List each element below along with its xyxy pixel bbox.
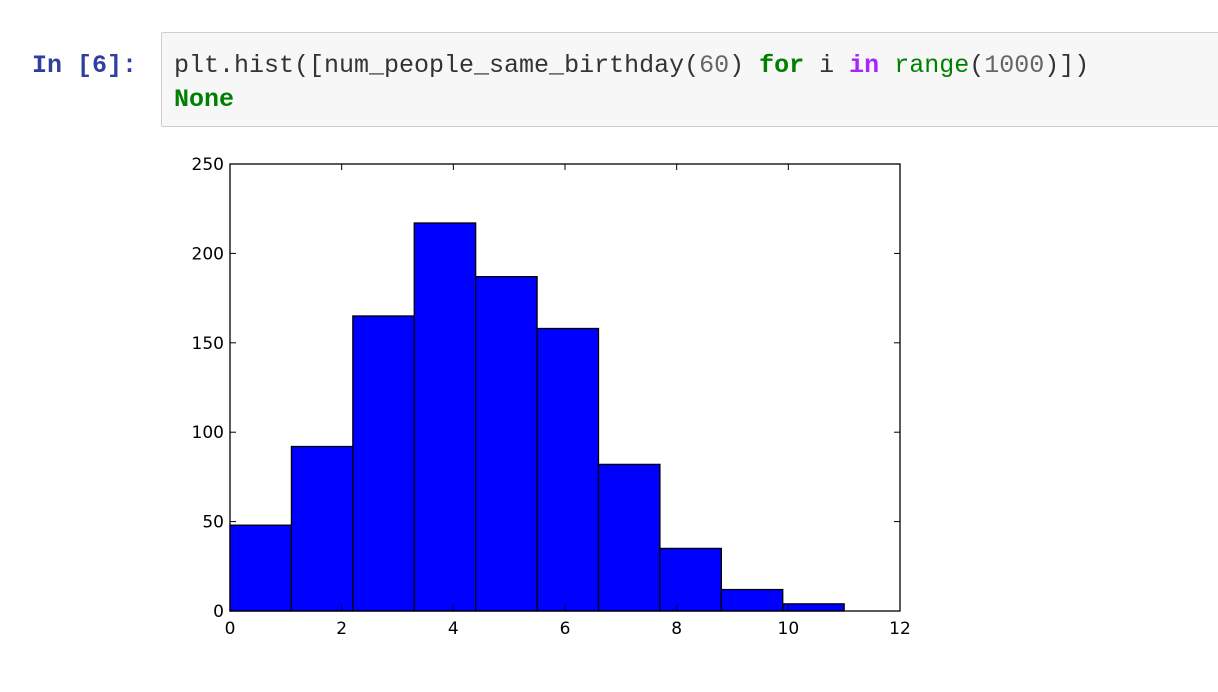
code-token: in — [849, 51, 880, 80]
code-token: )]) — [1044, 51, 1090, 80]
code-token: 1000 — [984, 51, 1045, 80]
code-token: ) — [729, 51, 760, 80]
x-tick-label: 8 — [671, 619, 682, 639]
x-tick-label: 10 — [778, 619, 800, 639]
y-tick-label: 100 — [192, 423, 224, 443]
y-tick-label: 250 — [192, 155, 224, 175]
y-tick-label: 50 — [202, 513, 224, 533]
code-token: i — [804, 51, 850, 80]
ticks-group: 0 2 4 6 8 10 12 0 50 100 150 200 250 — [192, 155, 911, 639]
x-tick-label: 4 — [448, 619, 459, 639]
code-token: for — [759, 51, 805, 80]
histogram-bar — [597, 463, 661, 612]
code-line-2: None — [174, 85, 235, 114]
histogram-bar — [720, 588, 784, 612]
histogram-bar — [352, 315, 415, 612]
histogram-bar — [536, 327, 600, 612]
histogram-bar — [659, 547, 722, 612]
x-tick-label: 6 — [560, 619, 571, 639]
histogram-chart: 0 2 4 6 8 10 12 0 50 100 150 200 250 — [192, 155, 911, 639]
x-tick-label: 0 — [225, 619, 236, 639]
y-tick-label: 0 — [213, 602, 224, 622]
histogram-bar — [475, 275, 538, 612]
y-tick-label: 200 — [192, 244, 224, 264]
histogram-bar — [229, 524, 293, 612]
code-line-1: plt.hist([num_people_same_birthday(60) f… — [174, 51, 1089, 80]
cell-output: 0 2 4 6 8 10 12 0 50 100 150 200 250 — [170, 150, 930, 655]
code-token: plt.hist([num_people_same_birthday( — [174, 51, 700, 80]
code-cell-input[interactable]: plt.hist([num_people_same_birthday(60) f… — [161, 32, 1218, 127]
code-token: 60 — [699, 51, 730, 80]
code-token: ( — [969, 51, 985, 80]
histogram-bar — [413, 222, 477, 612]
y-tick-label: 150 — [192, 334, 224, 354]
code-token — [879, 51, 894, 80]
x-tick-label: 12 — [889, 619, 911, 639]
histogram-bar — [290, 445, 354, 612]
histogram-bar — [782, 603, 845, 612]
x-tick-label: 2 — [336, 619, 347, 639]
code-token: range — [894, 51, 970, 80]
bars-group — [229, 222, 845, 612]
cell-prompt: In [6]: — [32, 51, 138, 80]
